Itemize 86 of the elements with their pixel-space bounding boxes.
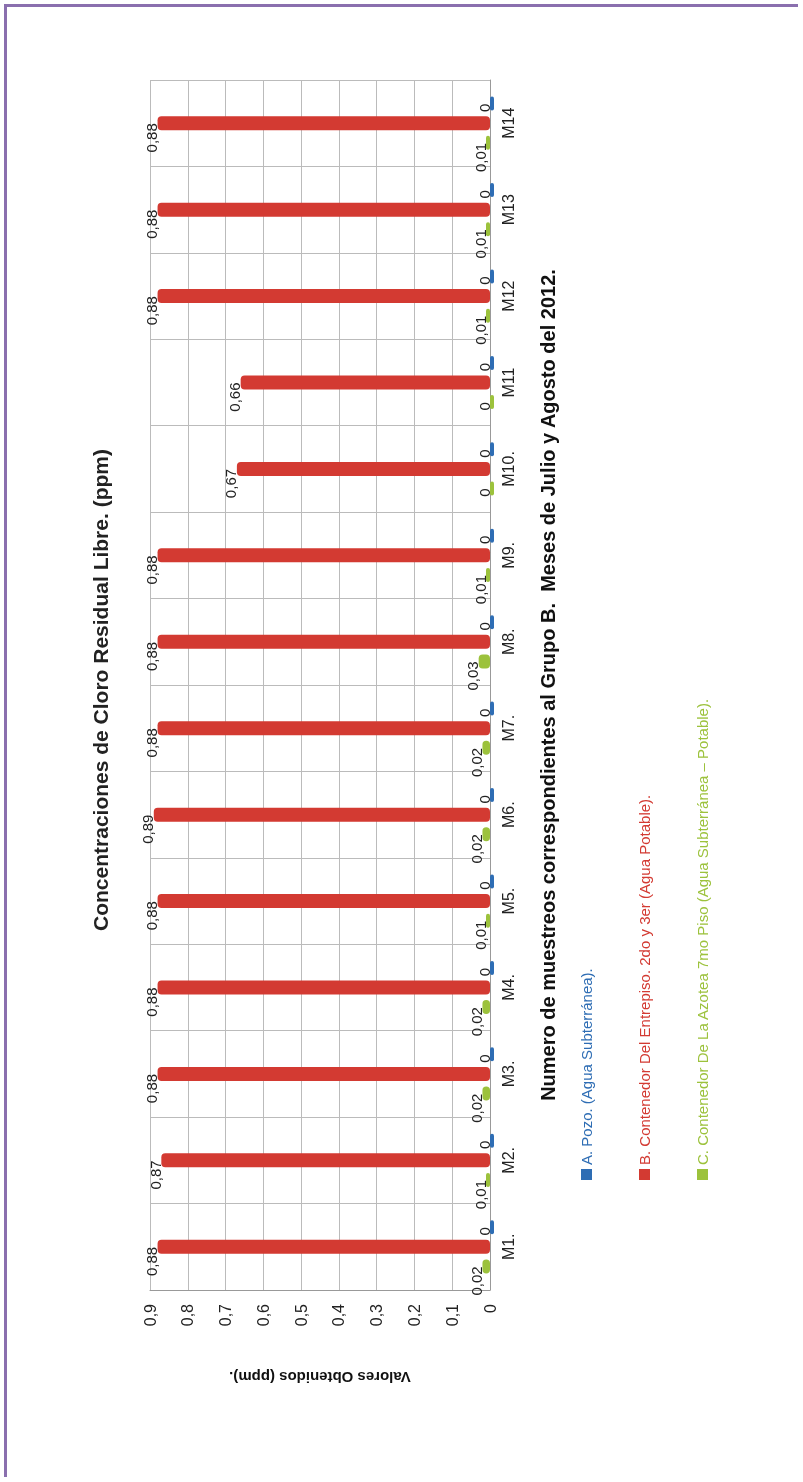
data-label: 0,88 bbox=[143, 1246, 161, 1276]
bar bbox=[161, 1153, 490, 1168]
y-tick-label: M12 bbox=[499, 280, 517, 312]
bar bbox=[157, 721, 490, 736]
data-label: 0,01 bbox=[471, 315, 489, 345]
x-tick-label: 0,8 bbox=[179, 1303, 197, 1327]
data-label: 0,01 bbox=[471, 920, 489, 950]
bar bbox=[157, 1066, 490, 1081]
y-tick-label: M9. bbox=[499, 542, 517, 569]
data-label: 0 bbox=[475, 1054, 493, 1063]
y-tick-label: M8. bbox=[499, 628, 517, 656]
data-label: 0,88 bbox=[143, 209, 161, 239]
text: C. Contenedor De La Azotea 7mo Piso (Agua Subterránea – Potable). bbox=[694, 698, 711, 1165]
y-axis-title: Numero de muestreos correspondientes al Grupo B. Meses de Julio y Agosto del 2012. bbox=[537, 269, 559, 1101]
data-label: 0,88 bbox=[143, 123, 161, 153]
data-label: 0,02 bbox=[467, 1266, 485, 1296]
bar bbox=[157, 894, 490, 909]
y-tick-label: M10. bbox=[499, 451, 517, 487]
bar bbox=[236, 461, 490, 476]
data-label: 0 bbox=[475, 362, 493, 372]
data-label: 0,67 bbox=[222, 468, 240, 499]
x-tick-label: 0 bbox=[481, 1303, 499, 1313]
y-tick-label: M1. bbox=[499, 1233, 517, 1261]
data-label: 0 bbox=[475, 795, 493, 804]
data-label: 0,03 bbox=[464, 661, 482, 691]
x-axis-title: Valores Obtenidos (ppm). bbox=[229, 1369, 411, 1386]
data-label: 0 bbox=[475, 1227, 493, 1236]
bar bbox=[153, 807, 490, 822]
data-label: 0,02 bbox=[467, 834, 485, 864]
data-label: 0 bbox=[475, 449, 493, 458]
data-label: 0,01 bbox=[471, 1179, 489, 1210]
x-tick-label: 0,7 bbox=[217, 1303, 235, 1327]
x-tick-label: 0,6 bbox=[254, 1303, 272, 1327]
bar bbox=[240, 375, 490, 390]
data-label: 0,66 bbox=[226, 382, 244, 412]
y-tick-label: M13 bbox=[499, 193, 517, 226]
y-tick-label: M2. bbox=[499, 1147, 517, 1174]
y-tick-label: M5. bbox=[499, 887, 517, 915]
data-label: 0,88 bbox=[143, 1073, 161, 1104]
text: Concentraciones de Cloro Residual Libre. (ppm) bbox=[88, 449, 112, 931]
data-label: 0,88 bbox=[143, 901, 161, 931]
data-label: 0 bbox=[475, 535, 493, 545]
y-tick-label: M7. bbox=[499, 714, 517, 742]
data-label: 0,87 bbox=[146, 1160, 164, 1190]
data-label: 0,01 bbox=[471, 574, 489, 605]
x-tick-label: 0,9 bbox=[141, 1303, 159, 1327]
data-label: 0,88 bbox=[143, 641, 161, 671]
data-label: 0 bbox=[475, 402, 493, 411]
bar bbox=[157, 548, 490, 563]
data-label: 0,88 bbox=[143, 555, 161, 585]
data-label: 0 bbox=[475, 190, 493, 199]
data-label: 0,89 bbox=[139, 814, 157, 844]
data-label: 0,88 bbox=[143, 296, 161, 326]
data-label: 0,88 bbox=[143, 987, 161, 1017]
x-tick-label: 0,5 bbox=[292, 1303, 310, 1327]
y-tick-label: M11 bbox=[499, 367, 517, 398]
y-tick-label: M6. bbox=[499, 801, 517, 828]
y-tick-label: M3. bbox=[499, 1060, 517, 1088]
text: A. Pozo. (Agua Subterránea). bbox=[578, 968, 595, 1165]
data-label: 0,01 bbox=[471, 142, 489, 173]
y-tick-label: M4. bbox=[499, 974, 517, 1001]
bar bbox=[157, 1239, 490, 1254]
bar bbox=[157, 980, 490, 995]
data-label: 0,02 bbox=[467, 1093, 485, 1123]
bar bbox=[157, 116, 490, 131]
y-tick-label: M14 bbox=[499, 107, 517, 139]
data-label: 0 bbox=[475, 276, 493, 285]
bar bbox=[157, 634, 490, 649]
text: B. Contenedor Del Entrepiso. 2do y 3er (Agua Potable). bbox=[636, 794, 653, 1165]
data-label: 0 bbox=[475, 1140, 493, 1150]
data-label: 0 bbox=[475, 967, 493, 977]
data-label: 0,02 bbox=[467, 1007, 485, 1037]
x-tick-label: 0,4 bbox=[330, 1303, 348, 1327]
data-label: 0 bbox=[475, 488, 493, 497]
x-tick-label: 0,1 bbox=[443, 1303, 461, 1327]
bar bbox=[157, 202, 490, 217]
data-label: 0,88 bbox=[143, 728, 161, 758]
x-tick-label: 0,2 bbox=[405, 1303, 423, 1327]
data-label: 0 bbox=[475, 103, 493, 112]
data-label: 0 bbox=[475, 881, 493, 890]
bar bbox=[157, 289, 490, 304]
data-label: 0 bbox=[475, 622, 493, 631]
data-label: 0 bbox=[475, 708, 493, 717]
data-label: 0,02 bbox=[467, 747, 485, 778]
x-tick-label: 0,3 bbox=[368, 1303, 386, 1327]
data-label: 0,01 bbox=[471, 229, 489, 259]
